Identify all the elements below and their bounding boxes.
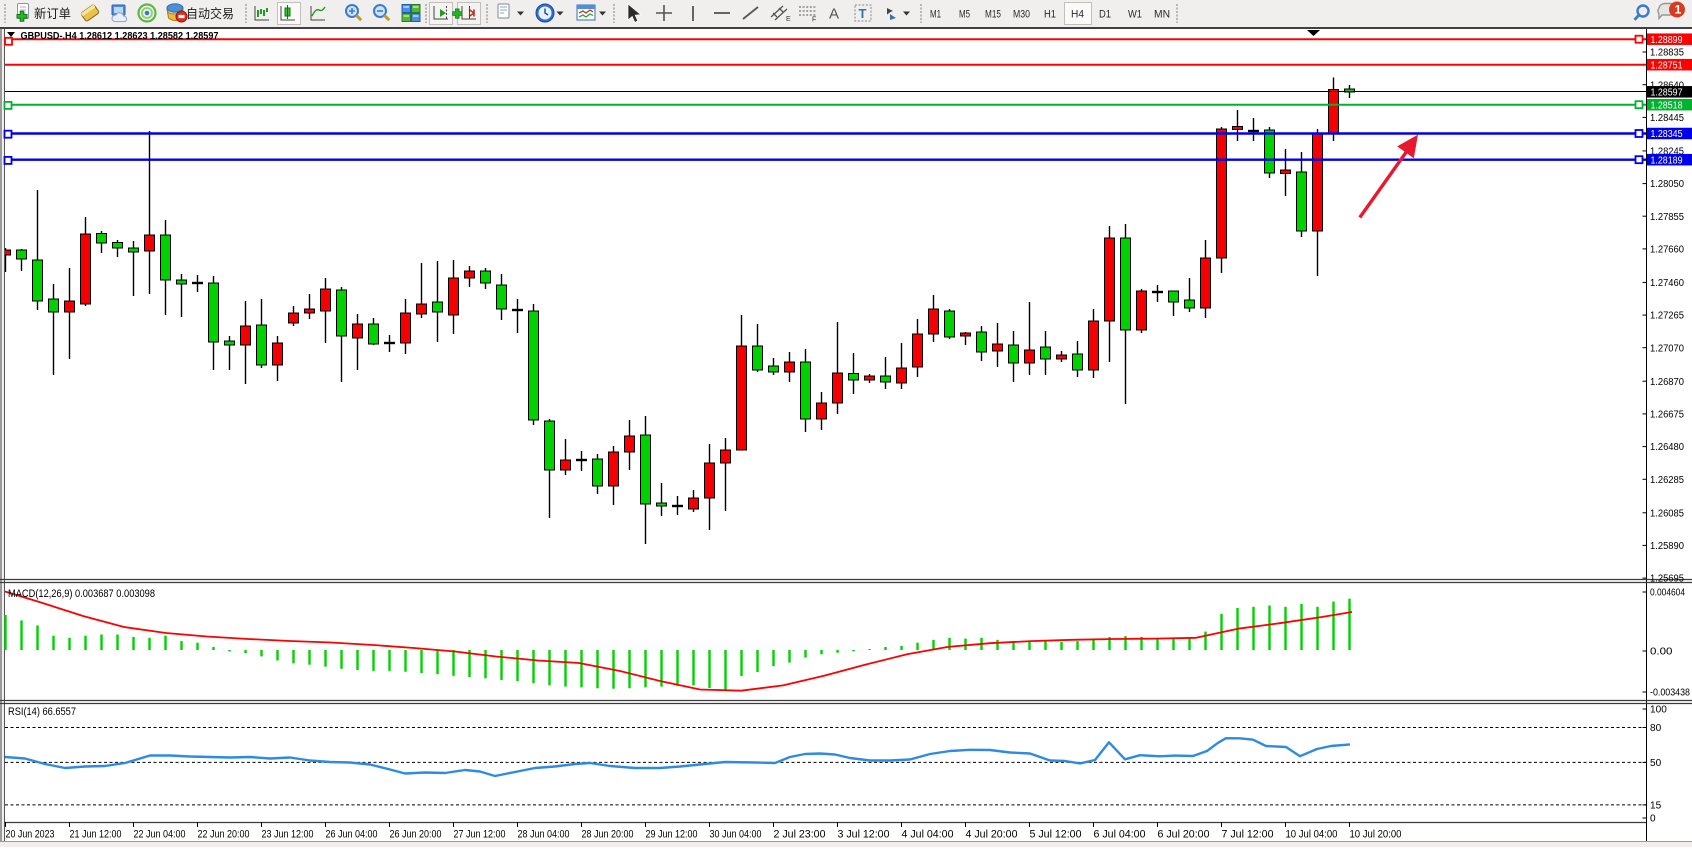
svg-text:新订单: 新订单: [34, 6, 71, 21]
svg-text:27 Jun 12:00: 27 Jun 12:00: [454, 828, 506, 840]
svg-text:100: 100: [1650, 705, 1667, 716]
svg-text:T: T: [859, 6, 867, 21]
svg-text:80: 80: [1650, 723, 1662, 734]
svg-text:1.25890: 1.25890: [1650, 541, 1684, 552]
svg-text:1.28597: 1.28597: [1651, 87, 1683, 98]
svg-text:H4: H4: [1071, 9, 1084, 21]
svg-text:1.26285: 1.26285: [1650, 475, 1684, 486]
svg-text:30 Jun 04:00: 30 Jun 04:00: [710, 828, 762, 840]
svg-text:1.27265: 1.27265: [1650, 311, 1684, 322]
svg-text:23 Jun 12:00: 23 Jun 12:00: [262, 828, 314, 840]
svg-text:1.28518: 1.28518: [1651, 100, 1683, 111]
svg-text:1.28050: 1.28050: [1650, 179, 1684, 190]
svg-text:15: 15: [1650, 801, 1662, 812]
svg-text:1.26675: 1.26675: [1650, 410, 1684, 421]
svg-text:RSI(14) 66.6557: RSI(14) 66.6557: [8, 706, 76, 718]
svg-text:21 Jun 12:00: 21 Jun 12:00: [70, 828, 122, 840]
svg-text:1.28445: 1.28445: [1650, 113, 1684, 124]
svg-text:1.27070: 1.27070: [1650, 343, 1684, 354]
svg-text:6 Jul 20:00: 6 Jul 20:00: [1158, 828, 1210, 840]
svg-text:4 Jul 04:00: 4 Jul 04:00: [902, 828, 954, 840]
svg-text:10 Jul 20:00: 10 Jul 20:00: [1350, 828, 1402, 840]
svg-text:4 Jul 20:00: 4 Jul 20:00: [966, 828, 1018, 840]
svg-text:1.28835: 1.28835: [1650, 48, 1684, 59]
svg-text:1.26870: 1.26870: [1650, 377, 1684, 388]
svg-text:1.28245: 1.28245: [1650, 147, 1684, 158]
svg-text:50: 50: [1650, 758, 1662, 769]
svg-text:0.00: 0.00: [1650, 647, 1673, 658]
svg-text:1.25695: 1.25695: [1650, 574, 1684, 585]
svg-text:F: F: [812, 17, 816, 24]
svg-text:1.28899: 1.28899: [1651, 35, 1683, 46]
svg-text:H1: H1: [1044, 9, 1056, 21]
svg-text:7 Jul 12:00: 7 Jul 12:00: [1222, 828, 1274, 840]
svg-text:MN: MN: [1154, 9, 1170, 21]
svg-text:28 Jun 20:00: 28 Jun 20:00: [582, 828, 634, 840]
svg-text:M30: M30: [1013, 9, 1030, 21]
svg-text:26 Jun 20:00: 26 Jun 20:00: [390, 828, 442, 840]
svg-text:M5: M5: [959, 9, 970, 21]
svg-text:6 Jul 04:00: 6 Jul 04:00: [1094, 828, 1146, 840]
svg-text:自动交易: 自动交易: [186, 6, 234, 21]
svg-text:3 Jul 12:00: 3 Jul 12:00: [838, 828, 890, 840]
svg-text:0: 0: [1650, 814, 1656, 825]
svg-text:29 Jun 12:00: 29 Jun 12:00: [646, 828, 698, 840]
svg-text:1.28345: 1.28345: [1651, 129, 1683, 140]
svg-text:1.26085: 1.26085: [1650, 508, 1684, 519]
svg-text:GBPUSD-.H4 1.28612 1.28623 1.: GBPUSD-.H4 1.28612 1.28623 1.28582 1.285…: [21, 31, 219, 42]
svg-text:M15: M15: [985, 9, 1001, 21]
svg-text:0.004604: 0.004604: [1650, 588, 1685, 599]
svg-text:A: A: [829, 6, 839, 23]
svg-text:1.27855: 1.27855: [1650, 212, 1684, 223]
svg-text:M1: M1: [930, 9, 941, 21]
svg-text:10 Jul 04:00: 10 Jul 04:00: [1286, 828, 1338, 840]
svg-text:26 Jun 04:00: 26 Jun 04:00: [326, 828, 378, 840]
svg-text:1.26480: 1.26480: [1650, 442, 1684, 453]
svg-text:-0.003438: -0.003438: [1650, 688, 1690, 699]
svg-text:1.27660: 1.27660: [1650, 245, 1684, 256]
svg-text:MACD(12,26,9) 0.003687 0.00309: MACD(12,26,9) 0.003687 0.003098: [8, 588, 155, 600]
svg-text:2 Jul 23:00: 2 Jul 23:00: [774, 828, 826, 840]
svg-text:20 Jun 2023: 20 Jun 2023: [6, 828, 55, 840]
svg-text:1.27460: 1.27460: [1650, 278, 1684, 289]
svg-text:1: 1: [1675, 3, 1682, 17]
svg-text:1.28189: 1.28189: [1651, 155, 1683, 166]
svg-text:5 Jul 12:00: 5 Jul 12:00: [1030, 828, 1082, 840]
svg-text:D1: D1: [1099, 9, 1111, 21]
svg-text:1.28751: 1.28751: [1651, 60, 1683, 71]
svg-text:22 Jun 04:00: 22 Jun 04:00: [134, 828, 186, 840]
svg-text:W1: W1: [1128, 9, 1142, 21]
svg-text:1.28640: 1.28640: [1650, 80, 1684, 91]
svg-text:28 Jun 04:00: 28 Jun 04:00: [518, 828, 570, 840]
svg-text:E: E: [786, 16, 791, 23]
svg-text:22 Jun 20:00: 22 Jun 20:00: [198, 828, 250, 840]
